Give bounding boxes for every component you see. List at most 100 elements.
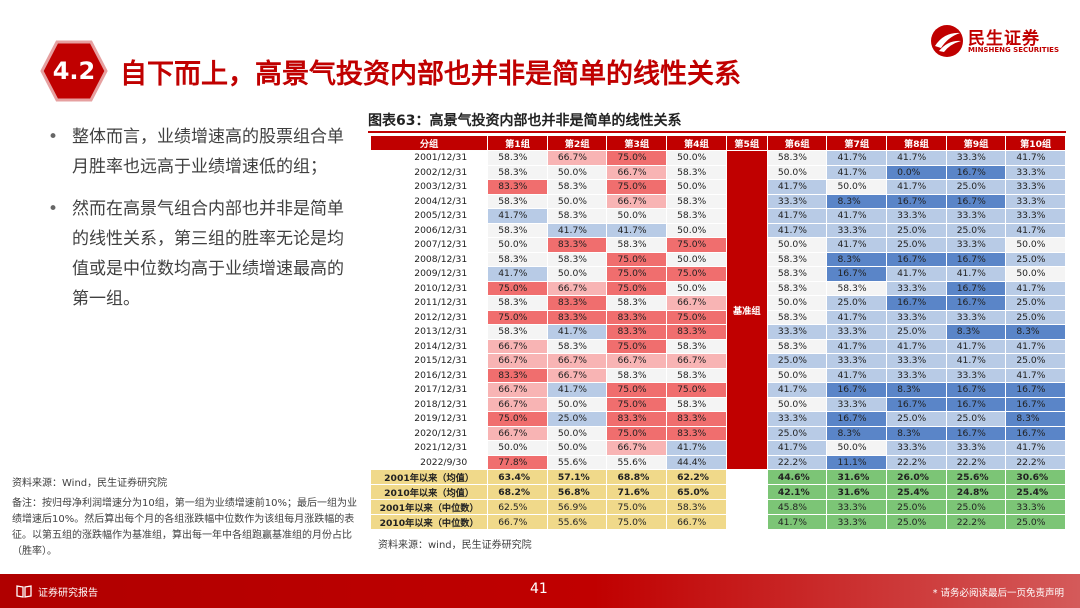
- table-cell: 58.3%: [766, 280, 828, 296]
- table-cell: 58.3%: [666, 193, 727, 209]
- table-cell: 41.7%: [886, 266, 947, 282]
- table-cell: 41.7%: [766, 179, 828, 195]
- disclaimer-note: * 请务必阅读最后一页免责声明: [932, 588, 1064, 599]
- bullet-item: • 然而在高景气组合内部也并非是简单的线性关系，第三组的胜率无论是均值或是中位数…: [48, 194, 358, 314]
- summary-cell: 31.6%: [826, 484, 888, 500]
- table-cell: 22.2%: [945, 454, 1007, 470]
- table-cell: 41.7%: [826, 208, 888, 224]
- table-cell: 16.7%: [826, 411, 888, 427]
- summary-cell: 44.6%: [766, 469, 828, 485]
- table-cell: 75.0%: [666, 309, 727, 325]
- column-header-10: 第10组: [1005, 135, 1066, 151]
- table-cell: 41.7%: [1005, 280, 1066, 296]
- column-header-6: 第6组: [766, 135, 828, 151]
- summary-cell: 56.8%: [546, 484, 608, 500]
- table-cell: 75.0%: [487, 411, 548, 427]
- bullet-text: 整体而言，业绩增速高的股票组合单月胜率也远高于业绩增速低的组；: [72, 127, 344, 177]
- table-cell: 66.7%: [487, 425, 548, 441]
- row-label: 2011/12/31: [369, 295, 489, 311]
- summary-cell: 25.0%: [945, 499, 1007, 515]
- row-label: 2020/12/31: [369, 425, 489, 441]
- summary-cell: 62.5%: [487, 499, 548, 515]
- table-cell: 83.3%: [546, 237, 608, 253]
- table-cell: 58.3%: [766, 150, 828, 166]
- table-cell: 58.3%: [546, 208, 608, 224]
- summary-row-label: 2010年以来（中位数）: [369, 514, 489, 530]
- table-cell: 58.3%: [606, 295, 668, 311]
- table-cell: 58.3%: [666, 338, 727, 354]
- table-row: 2005/12/31 41.7% 58.3% 50.0% 58.3% 41.7% 41.7%…: [369, 208, 1066, 224]
- summary-row-label: 2010年以来（均值）: [369, 484, 489, 500]
- summary-cell: 41.7%: [766, 514, 828, 530]
- table-cell: 16.7%: [945, 164, 1007, 180]
- table-row: 2002/12/31 58.3% 50.0% 66.7% 58.3% 50.0% 41.7%…: [369, 164, 1066, 180]
- table-cell: 75.0%: [487, 280, 548, 296]
- hexagon-icon: [40, 40, 108, 102]
- table-cell: 50.0%: [666, 222, 727, 238]
- baseline-spacer-cell: [725, 469, 768, 485]
- table-cell: 22.2%: [1005, 454, 1066, 470]
- table-cell: 25.0%: [546, 411, 608, 427]
- baseline-spacer-cell: [725, 484, 768, 500]
- table-cell: 58.3%: [766, 251, 828, 267]
- summary-cell: 55.6%: [546, 514, 608, 530]
- table-row: 2012/12/31 75.0% 83.3% 83.3% 75.0% 58.3% 41.7%…: [369, 309, 1066, 325]
- table-cell: 41.7%: [945, 353, 1007, 369]
- table-cell: 41.7%: [826, 309, 888, 325]
- table-cell: 8.3%: [886, 425, 947, 441]
- bullet-dot-icon: •: [48, 199, 59, 219]
- table-row: 2021/12/31 50.0% 50.0% 66.7% 41.7% 41.7% 50.0%…: [369, 440, 1066, 456]
- summary-cell: 66.7%: [666, 514, 727, 530]
- row-label: 2006/12/31: [369, 222, 489, 238]
- summary-row-label: 2001年以来（均值）: [369, 469, 489, 485]
- win-rate-table: 分组 第1组 第2组 第3组 第4组 第5组 第6组 第7组 第8组 第9组 第10组 2001/1…: [369, 135, 1066, 530]
- table-cell: 33.3%: [1005, 164, 1066, 180]
- table-cell: 83.3%: [666, 324, 727, 340]
- summary-row: 2001年以来（均值） 63.4% 57.1% 68.8% 62.2% 44.6% 31.6…: [369, 469, 1066, 485]
- table-cell: 50.0%: [826, 440, 888, 456]
- table-row: 2006/12/31 58.3% 41.7% 41.7% 50.0% 41.7% 33.3%…: [369, 222, 1066, 238]
- footer-bar: 证券研究报告 41 * 请务必阅读最后一页免责声明: [0, 574, 1080, 608]
- table-cell: 83.3%: [606, 309, 668, 325]
- summary-cell: 65.0%: [666, 484, 727, 500]
- table-cell: 44.4%: [666, 454, 727, 470]
- table-cell: 50.0%: [546, 164, 608, 180]
- table-cell: 50.0%: [666, 251, 727, 267]
- table-cell: 16.7%: [945, 425, 1007, 441]
- row-label: 2009/12/31: [369, 266, 489, 282]
- row-label: 2022/9/30: [369, 454, 489, 470]
- row-label: 2010/12/31: [369, 280, 489, 296]
- table-cell: 66.7%: [487, 338, 548, 354]
- baseline-group-cell: 基准组: [725, 150, 768, 470]
- table-row: 2018/12/31 66.7% 50.0% 75.0% 58.3% 50.0% 33.3%…: [369, 396, 1066, 412]
- bullet-dot-icon: •: [48, 127, 59, 147]
- table-cell: 50.0%: [766, 237, 828, 253]
- table-cell: 16.7%: [826, 266, 888, 282]
- table-cell: 33.3%: [766, 324, 828, 340]
- table-cell: 33.3%: [945, 440, 1007, 456]
- table-cell: 41.7%: [487, 208, 548, 224]
- table-cell: 75.0%: [606, 251, 668, 267]
- row-label: 2004/12/31: [369, 193, 489, 209]
- table-cell: 75.0%: [606, 425, 668, 441]
- bullet-item: • 整体而言，业绩增速高的股票组合单月胜率也远高于业绩增速低的组；: [48, 122, 358, 182]
- table-cell: 75.0%: [606, 338, 668, 354]
- summary-cell: 33.3%: [826, 514, 888, 530]
- table-cell: 75.0%: [606, 150, 668, 166]
- table-cell: 50.0%: [546, 396, 608, 412]
- table-cell: 58.3%: [546, 179, 608, 195]
- table-row: 2019/12/31 75.0% 25.0% 83.3% 83.3% 33.3% 16.7%…: [369, 411, 1066, 427]
- table-cell: 33.3%: [945, 150, 1007, 166]
- book-icon: [16, 585, 32, 598]
- table-cell: 66.7%: [546, 150, 608, 166]
- table-cell: 41.7%: [1005, 222, 1066, 238]
- table-cell: 41.7%: [546, 382, 608, 398]
- brand-logo: 民生证券 MINSHENG SECURITIES: [930, 22, 1060, 62]
- summary-cell: 56.9%: [546, 499, 608, 515]
- table-cell: 66.7%: [487, 353, 548, 369]
- bullet-list: • 整体而言，业绩增速高的股票组合单月胜率也远高于业绩增速低的组； • 然而在高…: [48, 122, 358, 326]
- table-cell: 75.0%: [606, 382, 668, 398]
- table-cell: 58.3%: [487, 150, 548, 166]
- table-cell: 66.7%: [666, 353, 727, 369]
- table-cell: 75.0%: [666, 237, 727, 253]
